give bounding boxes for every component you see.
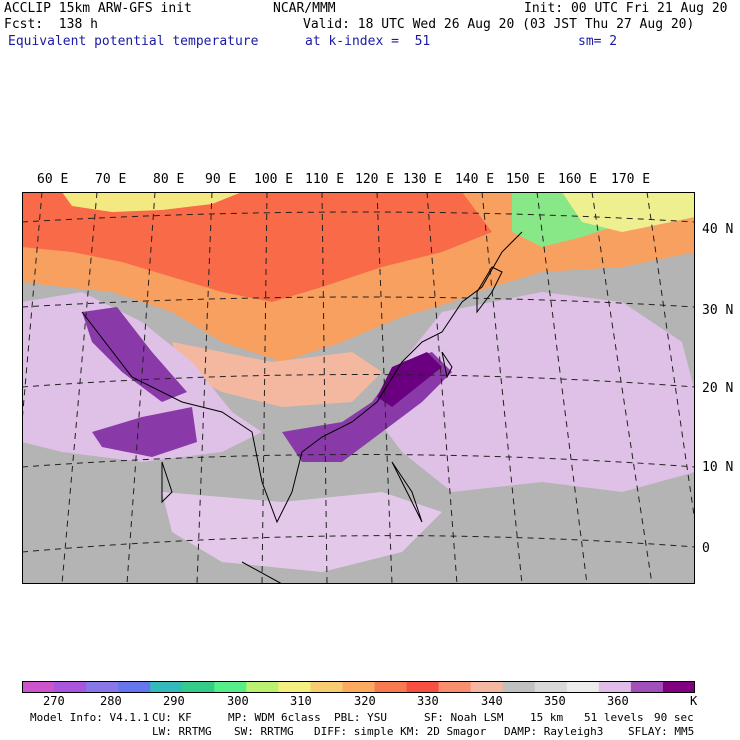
- colorbar-swatch: [182, 681, 215, 693]
- time-step: 90 sec: [654, 711, 694, 724]
- init-time: Init: 00 UTC Fri 21 Aug 20: [524, 1, 728, 16]
- lavender-south: [162, 492, 442, 572]
- lon-label: 140 E: [455, 172, 495, 187]
- damping-scheme: DAMP: Rayleigh3: [504, 725, 604, 738]
- lat-label: 10 N: [702, 460, 734, 475]
- surface-layer-scheme: SFLAY: MM5: [628, 725, 695, 738]
- smoothing-value: sm= 2: [578, 34, 618, 49]
- graticule: [22, 192, 695, 584]
- colorbar-swatch: [502, 681, 536, 693]
- lon-label: 70 E: [95, 172, 127, 187]
- coastlines: [81, 231, 523, 584]
- colorbar-swatch: [310, 681, 343, 693]
- field-name: Equivalent potential temperature: [8, 34, 259, 49]
- lon-label: 100 E: [254, 172, 294, 187]
- colorbar-swatch: [662, 681, 695, 693]
- cool-band-yellow: [562, 192, 695, 232]
- colorbar-tick-label: 320: [354, 694, 376, 708]
- lon-label: 90 E: [205, 172, 237, 187]
- colorbar-tick-label: 290: [163, 694, 185, 708]
- organization-label: NCAR/MMM: [273, 1, 336, 16]
- colorbar-swatch: [534, 681, 568, 693]
- colorbar-swatch: [630, 681, 664, 693]
- colorbar-swatch: [150, 681, 183, 693]
- valid-time: Valid: 18 UTC Wed 26 Aug 20 (03 JST Thu …: [303, 17, 695, 32]
- colorbar-swatch: [438, 681, 472, 693]
- model-title: ACCLIP 15km ARW-GFS init: [4, 1, 192, 16]
- colorbar-swatch: [406, 681, 440, 693]
- colorbar-unit: K: [690, 694, 698, 708]
- colorbar-swatch: [342, 681, 376, 693]
- microphysics-scheme: MP: WDM 6class: [228, 711, 321, 724]
- colorbar-tick-label: 310: [290, 694, 312, 708]
- purple-bay: [92, 407, 197, 457]
- colorbar-frame: [22, 681, 695, 693]
- purple-india: [82, 307, 187, 402]
- lon-label: 130 E: [403, 172, 443, 187]
- lon-label: 60 E: [37, 172, 69, 187]
- colorbar-tick-label: 280: [100, 694, 122, 708]
- colorbar: [22, 681, 695, 693]
- map-frame: [22, 192, 695, 584]
- colorbar-swatch: [118, 681, 151, 693]
- model-info: Model Info: V4.1.1: [30, 711, 150, 724]
- lavender-pacific: [372, 292, 695, 492]
- colorbar-tick-label: 350: [544, 694, 566, 708]
- warm-band-red: [22, 192, 492, 302]
- colorbar-tick-label: 360: [607, 694, 629, 708]
- vertical-levels: 51 levels: [584, 711, 644, 724]
- colorbar-swatch: [214, 681, 247, 693]
- warm-band-yellow: [62, 192, 242, 212]
- theta-e-map: [22, 192, 695, 584]
- colorbar-swatch: [470, 681, 504, 693]
- colorbar-swatch: [566, 681, 600, 693]
- purple-dark-core: [377, 352, 442, 407]
- plateau-light: [172, 342, 382, 407]
- colorbar-tick-label: 270: [43, 694, 65, 708]
- colorbar-swatch: [54, 681, 87, 693]
- colorbar-swatch: [278, 681, 311, 693]
- surface-scheme: SF: Noah LSM: [424, 711, 504, 724]
- colorbar-tick-label: 340: [481, 694, 503, 708]
- lat-label: 40 N: [702, 222, 734, 237]
- colorbar-swatch: [598, 681, 632, 693]
- colorbar-swatch: [22, 681, 55, 693]
- colorbar-swatch: [374, 681, 408, 693]
- lat-label: 0: [702, 541, 710, 556]
- lon-label: 150 E: [506, 172, 546, 187]
- cumulus-scheme: CU: KF: [152, 711, 192, 724]
- shortwave-scheme: SW: RRTMG: [234, 725, 294, 738]
- pbl-scheme: PBL: YSU: [334, 711, 387, 724]
- colorbar-swatch: [86, 681, 119, 693]
- diffusion-scheme: DIFF: simple KM: 2D Smagor: [314, 725, 487, 738]
- lon-label: 170 E: [611, 172, 651, 187]
- lat-label: 30 N: [702, 303, 734, 318]
- lon-label: 160 E: [558, 172, 598, 187]
- colorbar-tick-label: 300: [227, 694, 249, 708]
- forecast-hour: Fcst: 138 h: [4, 17, 98, 32]
- lon-label: 120 E: [355, 172, 395, 187]
- level-index: at k-index = 51: [305, 34, 431, 49]
- longwave-scheme: LW: RRTMG: [152, 725, 212, 738]
- grid-resolution: 15 km: [530, 711, 564, 724]
- lon-label: 110 E: [305, 172, 345, 187]
- lat-label: 20 N: [702, 381, 734, 396]
- colorbar-swatch: [246, 681, 279, 693]
- colorbar-tick-label: 330: [417, 694, 439, 708]
- lon-label: 80 E: [153, 172, 185, 187]
